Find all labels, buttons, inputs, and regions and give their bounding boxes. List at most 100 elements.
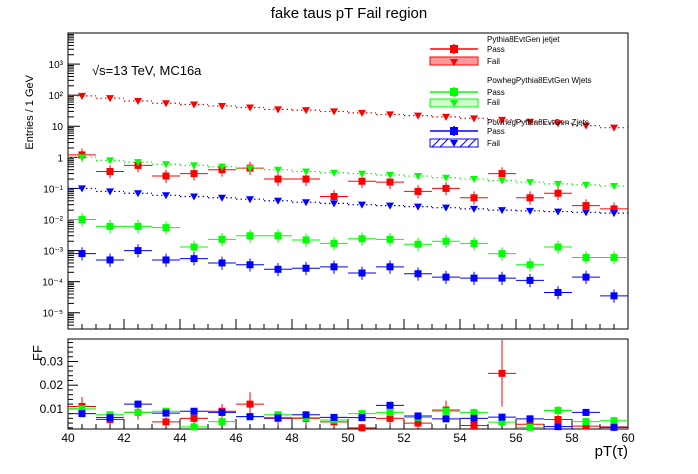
pass-marker — [358, 177, 366, 185]
fail-marker — [610, 182, 618, 190]
fail-marker — [274, 197, 282, 205]
fail-marker — [330, 169, 338, 177]
fail-marker — [106, 188, 114, 196]
ratio-marker — [498, 369, 506, 377]
fail-marker — [414, 112, 422, 120]
fail-marker — [330, 108, 338, 116]
main-y-tick-label: 10⁻⁵ — [42, 309, 63, 320]
x-tick-label: 48 — [285, 431, 299, 445]
ratio-marker — [442, 407, 450, 415]
pass-marker — [330, 192, 338, 200]
main-y-tick-label: 1 — [57, 153, 63, 164]
fail-marker — [358, 201, 366, 209]
main-series-layer — [68, 92, 628, 303]
fail-marker — [78, 92, 86, 100]
fail-marker — [582, 122, 590, 130]
ratio-marker — [386, 408, 394, 416]
fail-marker — [554, 120, 562, 128]
x-tick-label: 40 — [61, 431, 75, 445]
fail-marker — [386, 202, 394, 210]
fail-marker — [302, 199, 310, 207]
fail-marker — [274, 106, 282, 114]
fail-marker — [246, 165, 254, 173]
fail-marker — [526, 118, 534, 126]
pass-marker — [358, 269, 366, 277]
pass-marker — [498, 274, 506, 282]
ratio-marker — [470, 408, 478, 416]
ratio-y-tick-label: 0.01 — [40, 402, 64, 416]
pass-marker — [302, 175, 310, 183]
pass-marker — [106, 256, 114, 264]
pass-marker — [610, 292, 618, 300]
pass-marker — [134, 222, 142, 230]
ratio-marker — [414, 419, 422, 427]
legend-wjets-pass-marker — [450, 88, 458, 96]
pass-marker — [498, 170, 506, 178]
ratio-marker — [610, 423, 618, 431]
fail-marker — [78, 185, 86, 193]
fail-marker — [302, 107, 310, 115]
ratio-marker — [582, 418, 590, 426]
ratio-marker — [78, 410, 86, 418]
energy-annotation: √s=13 TeV, MC16a — [92, 63, 202, 78]
fail-marker — [386, 172, 394, 180]
x-tick-label: 56 — [509, 431, 523, 445]
ratio-marker — [554, 423, 562, 431]
ratio-marker — [190, 414, 198, 422]
legend-zjets-fail-label: Fail — [487, 139, 500, 148]
fail-marker — [190, 101, 198, 109]
pass-marker — [414, 270, 422, 278]
fail-marker — [106, 157, 114, 165]
pass-marker — [330, 239, 338, 247]
ratio-marker — [554, 416, 562, 424]
pass-marker — [610, 205, 618, 213]
fail-marker — [414, 203, 422, 211]
fail-marker — [582, 181, 590, 189]
fail-marker — [330, 200, 338, 208]
legend-jetjet-pass-marker — [450, 45, 458, 53]
pass-marker — [302, 236, 310, 244]
ratio-axis-ticks: 40 42 44 46 48 50 52 54 56 58 60 0.01 0.02 0.03 — [40, 342, 635, 445]
pass-marker — [134, 247, 142, 255]
pass-marker — [386, 263, 394, 271]
fail-marker — [498, 177, 506, 185]
main-y-tick-label: 10⁻² — [43, 215, 63, 226]
fail-marker — [442, 204, 450, 212]
pass-marker — [162, 224, 170, 232]
legend-group-jetjet: Pythia8EvtGen jetjet — [487, 35, 560, 44]
pass-marker — [162, 172, 170, 180]
legend-zjets-hatch-1 — [431, 138, 441, 148]
fail-marker — [526, 179, 534, 187]
x-tick-label: 50 — [341, 431, 355, 445]
ratio-marker — [610, 417, 618, 425]
pass-marker — [582, 273, 590, 281]
main-y-tick-label: 10 — [52, 122, 64, 133]
fail-marker — [190, 193, 198, 201]
pass-marker — [610, 253, 618, 261]
x-tick-label: 42 — [117, 431, 131, 445]
main-axis-ticks: 10⁻⁵ 10⁻⁴ 10⁻³ 10⁻² 10⁻¹ 1 10 10² 10³ — [42, 32, 629, 330]
legend-wjets-fail-label: Fail — [487, 98, 500, 107]
pass-marker — [498, 250, 506, 258]
fail-marker — [470, 115, 478, 123]
pass-marker — [274, 175, 282, 183]
pass-marker — [526, 261, 534, 269]
fail-marker — [554, 208, 562, 216]
fail-marker — [498, 116, 506, 124]
fail-marker — [134, 190, 142, 198]
x-tick-label: 44 — [173, 431, 187, 445]
pass-marker — [554, 243, 562, 251]
ratio-marker — [386, 401, 394, 409]
main-y-tick-label: 10² — [49, 91, 64, 102]
ratio-y-axis-label: FF — [30, 345, 45, 361]
x-tick-label: 46 — [229, 431, 243, 445]
ratio-marker — [218, 418, 226, 426]
ratio-marker — [498, 418, 506, 426]
pass-marker — [274, 265, 282, 273]
ratio-marker — [526, 415, 534, 423]
pass-marker — [330, 263, 338, 271]
legend-zjets-pass-label: Pass — [487, 127, 505, 136]
ratio-y-tick-label: 0.02 — [40, 378, 64, 392]
x-tick-label: 54 — [453, 431, 467, 445]
